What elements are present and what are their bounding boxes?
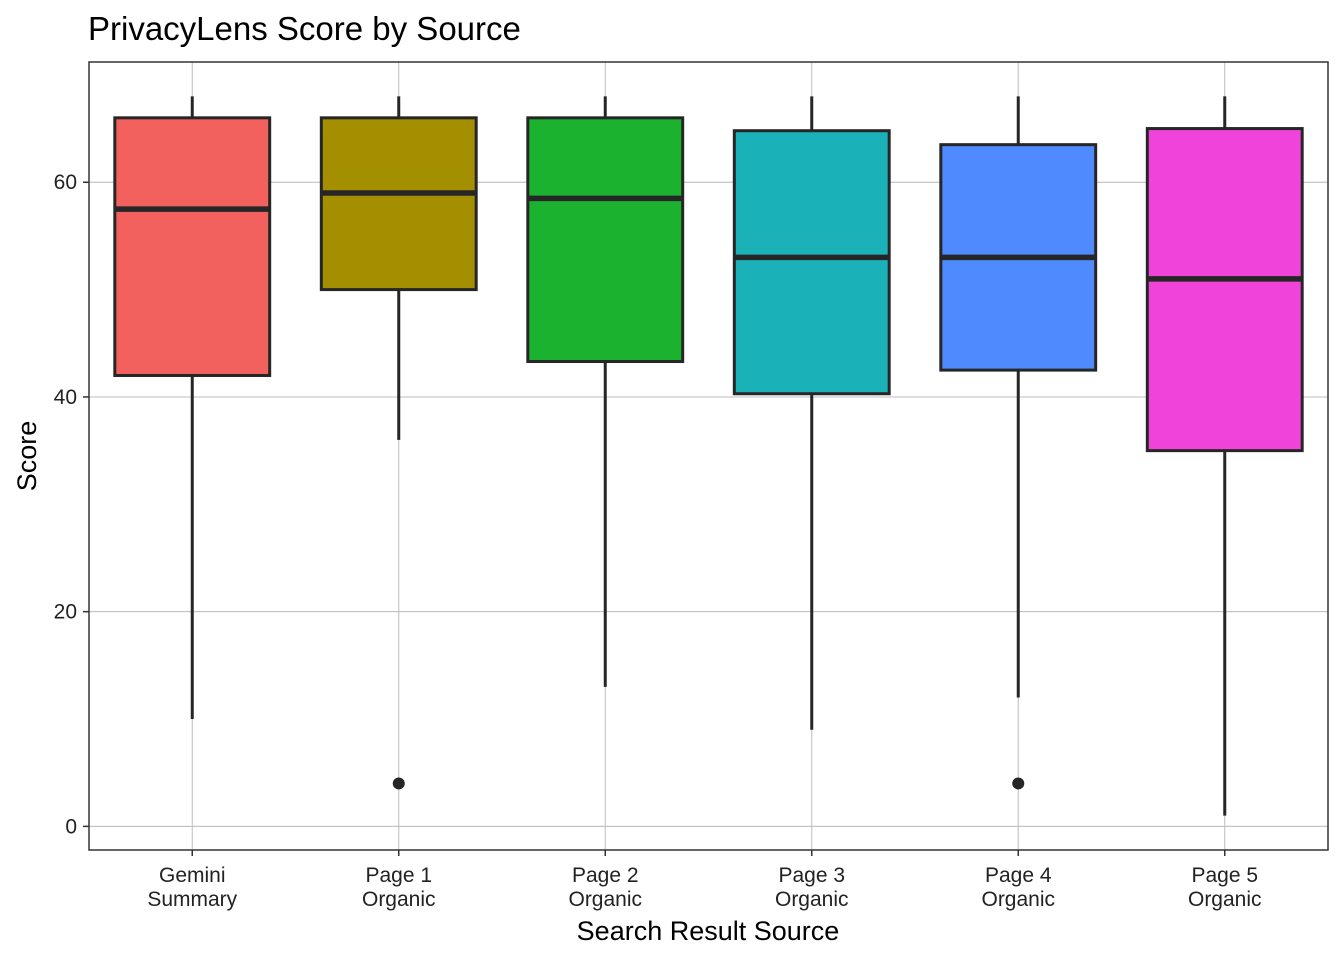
x-tick-label: Page 2 Organic xyxy=(568,864,642,911)
grid-lines xyxy=(89,62,1328,850)
x-tick-label-line: Organic xyxy=(362,888,436,911)
x-tick-label-line: Summary xyxy=(147,888,237,911)
iqr-box xyxy=(113,116,272,377)
iqr-box xyxy=(1145,127,1304,453)
x-tick-label-line: Page 4 xyxy=(985,864,1052,887)
plot-panel-border xyxy=(88,61,1329,851)
x-tick-label: Page 4 Organic xyxy=(981,864,1055,911)
outlier-point xyxy=(1012,777,1025,790)
box-2 xyxy=(319,96,478,790)
y-tick-label: 60 xyxy=(54,171,77,194)
x-tick-label-line: Page 2 xyxy=(572,864,639,887)
y-tick-label: 40 xyxy=(54,386,77,409)
iqr-box xyxy=(732,129,891,396)
x-tick-label-line: Page 5 xyxy=(1191,864,1258,887)
x-axis-title: Search Result Source xyxy=(577,916,840,946)
outlier-point xyxy=(392,777,405,790)
x-tick-label-line: Organic xyxy=(775,888,849,911)
y-tick-label: 20 xyxy=(54,601,77,624)
x-tick-label: Gemini Summary xyxy=(147,864,237,911)
x-tick-label-line: Page 1 xyxy=(365,864,432,887)
y-axis-title: Score xyxy=(12,421,42,492)
x-tick-label-line: Organic xyxy=(568,888,642,911)
y-axis-ticks: 0 20 40 60 xyxy=(54,171,89,838)
x-tick-label: Page 5 Organic xyxy=(1188,864,1262,911)
x-tick-label-line: Page 3 xyxy=(778,864,845,887)
iqr-box xyxy=(526,116,685,364)
chart-title: PrivacyLens Score by Source xyxy=(88,10,521,47)
box-5 xyxy=(939,96,1098,790)
iqr-box xyxy=(319,116,478,292)
x-tick-label-line: Organic xyxy=(981,888,1055,911)
x-tick-label: Page 3 Organic xyxy=(775,864,849,911)
x-tick-label: Page 1 Organic xyxy=(362,864,436,911)
x-tick-label-line: Organic xyxy=(1188,888,1262,911)
box-6 xyxy=(1145,96,1304,816)
y-tick-label: 0 xyxy=(65,815,77,838)
box-3 xyxy=(526,96,685,687)
x-tick-label-line: Gemini xyxy=(159,864,226,887)
box-1 xyxy=(113,96,272,720)
box-series xyxy=(113,96,1304,816)
box-4 xyxy=(732,96,891,730)
